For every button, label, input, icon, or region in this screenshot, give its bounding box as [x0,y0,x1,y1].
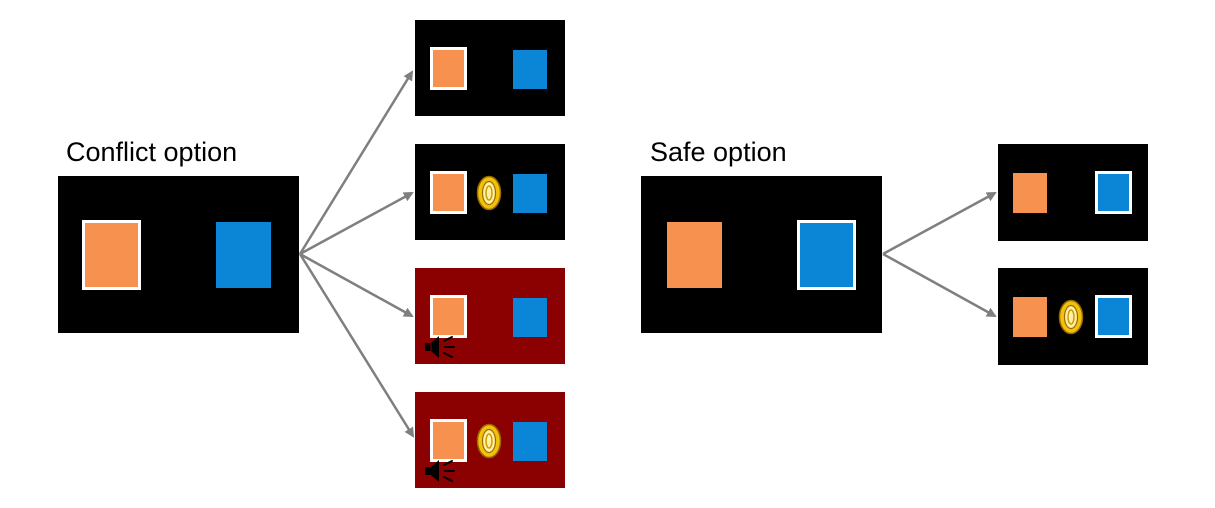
orange-square [430,419,467,462]
safe-outcome-2 [998,268,1148,365]
coin-icon [1058,299,1084,335]
orange-square [82,220,141,290]
blue-square [216,222,271,288]
blue-square [513,298,547,337]
blue-square [1095,171,1132,214]
arrow-icon [299,191,414,256]
safe-option-title: Safe option [650,137,787,167]
speaker-icon [425,460,455,482]
blue-square [513,174,547,213]
orange-square [1013,297,1047,337]
orange-square [667,222,722,288]
blue-square [513,50,547,89]
arrow-icon [882,252,997,318]
coin-icon [476,423,502,459]
blue-square [513,422,547,461]
blue-square [1095,295,1132,338]
blue-square [797,220,856,290]
speaker-icon [425,336,455,358]
safe-outcome-1 [998,144,1148,241]
conflict-outcome-2 [415,144,565,240]
conflict-option-title: Conflict option [66,137,238,167]
conflict-outcome-4 [415,392,565,488]
arrow-icon [299,252,414,318]
orange-square [430,171,467,214]
safe-option-screen [641,176,882,333]
orange-square [1013,173,1047,213]
arrow-icon [298,70,414,255]
orange-square [430,47,467,90]
conflict-outcome-1 [415,20,565,116]
arrow-icon [882,191,997,256]
coin-icon [476,175,502,211]
arrow-icon [298,253,415,438]
conflict-outcome-3 [415,268,565,364]
orange-square [430,295,467,338]
conflict-option-screen [58,176,299,333]
